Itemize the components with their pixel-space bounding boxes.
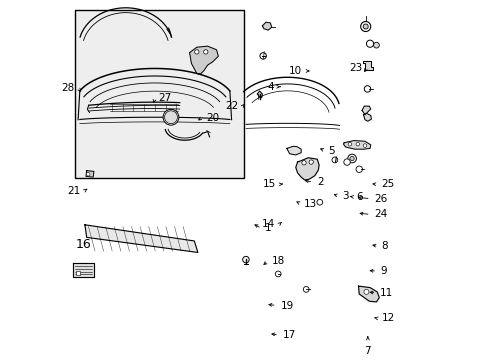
Circle shape [194, 50, 199, 54]
Text: 24: 24 [373, 210, 387, 220]
Polygon shape [257, 91, 262, 98]
Circle shape [360, 22, 370, 32]
Circle shape [364, 86, 370, 92]
Circle shape [163, 109, 179, 125]
Text: 23: 23 [349, 63, 362, 73]
Text: 10: 10 [288, 66, 301, 76]
Circle shape [308, 160, 313, 164]
Text: 11: 11 [379, 288, 392, 298]
Bar [75, 10, 244, 178]
Text: 27: 27 [158, 93, 171, 103]
Circle shape [164, 111, 177, 124]
Text: 25: 25 [380, 179, 393, 189]
Text: 17: 17 [282, 330, 295, 340]
Bar [76, 271, 80, 275]
Circle shape [363, 144, 366, 147]
Text: 12: 12 [381, 314, 394, 323]
Polygon shape [362, 61, 372, 69]
Circle shape [343, 159, 349, 165]
Text: 1: 1 [265, 224, 271, 233]
Circle shape [363, 289, 368, 294]
Text: 20: 20 [205, 113, 219, 123]
Polygon shape [189, 46, 218, 74]
Text: 4: 4 [267, 82, 273, 92]
Polygon shape [295, 158, 319, 180]
Text: 22: 22 [225, 102, 238, 112]
Text: 16: 16 [76, 238, 92, 251]
Circle shape [301, 161, 305, 165]
Text: 28: 28 [61, 83, 74, 93]
Polygon shape [286, 146, 301, 155]
Circle shape [303, 287, 308, 292]
Circle shape [355, 166, 362, 172]
Polygon shape [362, 106, 370, 115]
Text: 14: 14 [262, 220, 275, 229]
Polygon shape [358, 286, 379, 302]
Text: 7: 7 [364, 346, 370, 356]
Circle shape [349, 156, 353, 161]
Circle shape [331, 157, 337, 163]
Circle shape [366, 40, 373, 47]
Text: 5: 5 [328, 145, 334, 156]
Circle shape [316, 199, 322, 205]
Circle shape [242, 256, 249, 263]
Circle shape [347, 154, 356, 163]
Text: 18: 18 [271, 256, 285, 266]
Text: 6: 6 [356, 192, 362, 202]
Text: 13: 13 [304, 199, 317, 209]
Text: 2: 2 [316, 177, 323, 187]
Polygon shape [262, 22, 271, 30]
Text: 3: 3 [341, 191, 348, 201]
Text: 8: 8 [381, 241, 387, 251]
Circle shape [373, 42, 379, 48]
Text: 19: 19 [280, 301, 293, 311]
Circle shape [260, 53, 266, 59]
Circle shape [355, 142, 359, 146]
Text: 21: 21 [67, 186, 81, 196]
Circle shape [86, 172, 90, 176]
Polygon shape [343, 140, 370, 149]
Text: 9: 9 [380, 266, 386, 276]
Text: 26: 26 [373, 194, 387, 204]
Polygon shape [73, 263, 94, 277]
Polygon shape [86, 171, 94, 177]
Polygon shape [363, 113, 371, 121]
Polygon shape [85, 225, 198, 252]
Circle shape [203, 50, 207, 54]
Circle shape [275, 271, 281, 277]
Circle shape [347, 142, 351, 146]
Circle shape [363, 24, 367, 29]
Text: 15: 15 [262, 179, 276, 189]
